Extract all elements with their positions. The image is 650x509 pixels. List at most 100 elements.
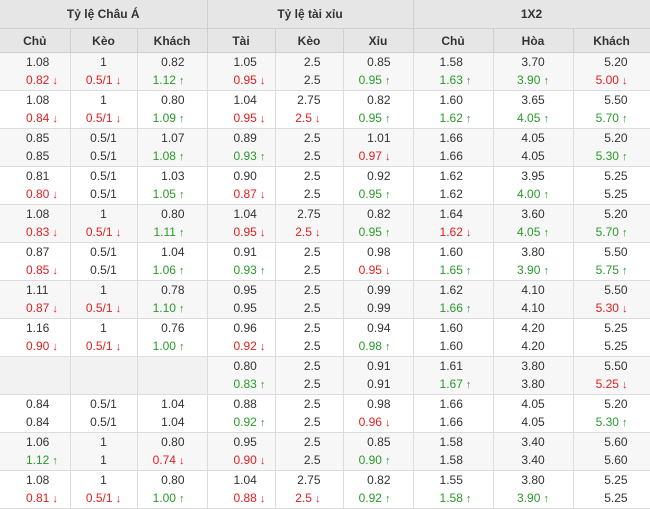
odds-cell-away-1x2[interactable]: 5.25 5.25: [573, 318, 650, 357]
odds-cell-home-asian[interactable]: 0.81 0.80: [0, 166, 71, 205]
odds-cell-ou-line[interactable]: 2.5 2.5: [275, 318, 344, 357]
odds-cell-handicap[interactable]: 1 0.5/1: [70, 318, 138, 357]
odds-cell-home-asian[interactable]: 1.08 0.83: [0, 204, 71, 243]
odds-cell-under[interactable]: 0.91 0.91: [343, 356, 414, 395]
odds-cell-home-1x2[interactable]: 1.58 1.63: [413, 52, 494, 91]
odds-cell-home-asian[interactable]: 1.08 0.84: [0, 90, 71, 129]
odds-cell-handicap[interactable]: 0.5/1 0.5/1: [70, 128, 138, 167]
odds-cell-handicap[interactable]: 0.5/1 0.5/1: [70, 242, 138, 281]
odds-cell-over[interactable]: 0.80 0.83: [207, 356, 276, 395]
odds-cell-home-1x2[interactable]: 1.62 1.66: [413, 280, 494, 319]
odds-cell-ou-line[interactable]: 2.5 2.5: [275, 394, 344, 433]
odds-cell-away-1x2[interactable]: 5.50 5.30: [573, 280, 650, 319]
odds-cell-away-1x2[interactable]: 5.20 5.30: [573, 394, 650, 433]
odds-cell-under[interactable]: 0.98 0.96: [343, 394, 414, 433]
odds-cell-under[interactable]: 0.85 0.90: [343, 432, 414, 471]
odds-cell-away-asian[interactable]: 1.03 1.05: [137, 166, 208, 205]
odds-cell-over[interactable]: 1.04 0.95: [207, 204, 276, 243]
odds-cell-handicap[interactable]: 1 0.5/1: [70, 52, 138, 91]
odds-cell-ou-line[interactable]: 2.5 2.5: [275, 432, 344, 471]
odds-cell-home-1x2[interactable]: 1.66 1.66: [413, 128, 494, 167]
odds-cell-away-1x2[interactable]: 5.25 5.25: [573, 166, 650, 205]
odds-cell-over[interactable]: 0.96 0.92: [207, 318, 276, 357]
odds-cell-away-asian[interactable]: 1.04 1.06: [137, 242, 208, 281]
odds-cell-handicap[interactable]: 1 0.5/1: [70, 280, 138, 319]
odds-cell-handicap[interactable]: 0.5/1 0.5/1: [70, 394, 138, 433]
odds-cell-draw[interactable]: 3.65 4.05: [493, 90, 574, 129]
odds-cell-home-asian[interactable]: 1.06 1.12: [0, 432, 71, 471]
odds-cell-draw[interactable]: 4.05 4.05: [493, 128, 574, 167]
odds-cell-draw[interactable]: 4.10 4.10: [493, 280, 574, 319]
odds-cell-home-1x2[interactable]: 1.60 1.65: [413, 242, 494, 281]
odds-cell-away-1x2[interactable]: 5.20 5.70: [573, 204, 650, 243]
odds-cell-draw[interactable]: 4.20 4.20: [493, 318, 574, 357]
odds-cell-away-1x2[interactable]: 5.50 5.75: [573, 242, 650, 281]
odds-cell-draw[interactable]: 3.80 3.80: [493, 356, 574, 395]
odds-cell-home-1x2[interactable]: 1.64 1.62: [413, 204, 494, 243]
odds-cell-away-1x2[interactable]: 5.60 5.60: [573, 432, 650, 471]
odds-cell-draw[interactable]: 3.80 3.90: [493, 470, 574, 509]
odds-cell-handicap[interactable]: 1 0.5/1: [70, 90, 138, 129]
odds-cell-home-1x2[interactable]: 1.60 1.60: [413, 318, 494, 357]
odds-cell-draw[interactable]: 3.80 3.90: [493, 242, 574, 281]
odds-cell-home-asian[interactable]: 0.85 0.85: [0, 128, 71, 167]
odds-cell-under[interactable]: 0.98 0.95: [343, 242, 414, 281]
odds-cell-home-1x2[interactable]: 1.62 1.62: [413, 166, 494, 205]
odds-cell-ou-line[interactable]: 2.75 2.5: [275, 90, 344, 129]
odds-cell-home-asian[interactable]: 1.11 0.87: [0, 280, 71, 319]
odds-cell-under[interactable]: 0.92 0.95: [343, 166, 414, 205]
odds-cell-under[interactable]: 0.99 0.99: [343, 280, 414, 319]
odds-cell-home-asian[interactable]: 1.08 0.82: [0, 52, 71, 91]
odds-cell-away-asian[interactable]: 0.80 1.00: [137, 470, 208, 509]
odds-cell-ou-line[interactable]: 2.75 2.5: [275, 204, 344, 243]
odds-cell-under[interactable]: 1.01 0.97: [343, 128, 414, 167]
odds-cell-ou-line[interactable]: 2.5 2.5: [275, 280, 344, 319]
odds-cell-away-asian[interactable]: 0.82 1.12: [137, 52, 208, 91]
odds-cell-ou-line[interactable]: 2.5 2.5: [275, 128, 344, 167]
odds-cell-home-asian[interactable]: 1.16 0.90: [0, 318, 71, 357]
odds-cell-under[interactable]: 0.85 0.95: [343, 52, 414, 91]
odds-cell-under[interactable]: 0.82 0.92: [343, 470, 414, 509]
odds-cell-home-asian[interactable]: 0.84 0.84: [0, 394, 71, 433]
odds-cell-home-1x2[interactable]: 1.66 1.66: [413, 394, 494, 433]
odds-cell-draw[interactable]: 4.05 4.05: [493, 394, 574, 433]
odds-cell-away-1x2[interactable]: 5.50 5.25: [573, 356, 650, 395]
odds-cell-home-1x2[interactable]: 1.61 1.67: [413, 356, 494, 395]
odds-cell-away-asian[interactable]: 0.80 1.11: [137, 204, 208, 243]
odds-cell-home-1x2[interactable]: 1.58 1.58: [413, 432, 494, 471]
odds-cell-away-1x2[interactable]: 5.20 5.00: [573, 52, 650, 91]
odds-cell-ou-line[interactable]: 2.5 2.5: [275, 356, 344, 395]
odds-cell-draw[interactable]: 3.40 3.40: [493, 432, 574, 471]
odds-cell-draw[interactable]: 3.95 4.00: [493, 166, 574, 205]
odds-cell-over[interactable]: 0.89 0.93: [207, 128, 276, 167]
odds-cell-away-1x2[interactable]: 5.25 5.25: [573, 470, 650, 509]
odds-cell-away-1x2[interactable]: 5.20 5.30: [573, 128, 650, 167]
odds-cell-over[interactable]: 1.04 0.88: [207, 470, 276, 509]
odds-cell-away-asian[interactable]: 0.76 1.00: [137, 318, 208, 357]
odds-cell-over[interactable]: 0.95 0.95: [207, 280, 276, 319]
odds-cell-over[interactable]: 0.88 0.92: [207, 394, 276, 433]
odds-cell-away-asian[interactable]: 0.78 1.10: [137, 280, 208, 319]
odds-cell-under[interactable]: 0.82 0.95: [343, 204, 414, 243]
odds-cell-draw[interactable]: 3.60 4.05: [493, 204, 574, 243]
odds-cell-ou-line[interactable]: 2.5 2.5: [275, 52, 344, 91]
odds-cell-over[interactable]: 0.95 0.90: [207, 432, 276, 471]
odds-cell-over[interactable]: 0.91 0.93: [207, 242, 276, 281]
odds-cell-ou-line[interactable]: 2.5 2.5: [275, 166, 344, 205]
odds-cell-over[interactable]: 1.04 0.95: [207, 90, 276, 129]
odds-cell-home-1x2[interactable]: 1.60 1.62: [413, 90, 494, 129]
odds-cell-home-asian[interactable]: 0.87 0.85: [0, 242, 71, 281]
odds-cell-away-asian[interactable]: 0.80 0.74: [137, 432, 208, 471]
odds-cell-away-asian[interactable]: 1.04 1.04: [137, 394, 208, 433]
odds-cell-ou-line[interactable]: 2.75 2.5: [275, 470, 344, 509]
odds-cell-handicap[interactable]: 1 0.5/1: [70, 204, 138, 243]
odds-cell-under[interactable]: 0.82 0.95: [343, 90, 414, 129]
odds-cell-ou-line[interactable]: 2.5 2.5: [275, 242, 344, 281]
odds-cell-under[interactable]: 0.94 0.98: [343, 318, 414, 357]
odds-cell-over[interactable]: 1.05 0.95: [207, 52, 276, 91]
odds-cell-away-asian[interactable]: 0.80 1.09: [137, 90, 208, 129]
odds-cell-away-1x2[interactable]: 5.50 5.70: [573, 90, 650, 129]
odds-cell-handicap[interactable]: 0.5/1 0.5/1: [70, 166, 138, 205]
odds-cell-home-1x2[interactable]: 1.55 1.58: [413, 470, 494, 509]
